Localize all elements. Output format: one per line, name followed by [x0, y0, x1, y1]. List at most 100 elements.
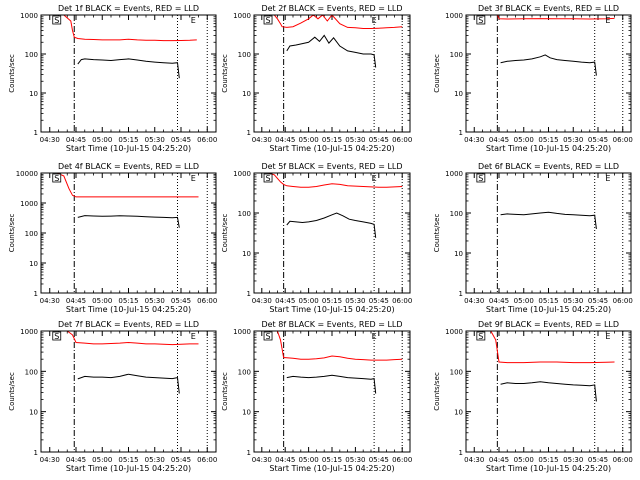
- x-tick-label: 05:00: [514, 136, 534, 144]
- detector-panel-1: Det 1f BLACK = Events, RED = LLD Counts/s…: [8, 4, 217, 153]
- series-group: [268, 331, 403, 394]
- x-tick-label: 04:45: [66, 456, 86, 464]
- y-tick-label: 10: [454, 250, 463, 258]
- series-group: [56, 15, 197, 79]
- y-tick-label: 1000: [20, 200, 38, 208]
- events-series-line: [286, 212, 377, 238]
- x-tick-label: 06:00: [197, 297, 217, 305]
- end-marker-label: E: [191, 174, 196, 183]
- x-axis-label: Start Time (10-Jul-15 04:25:20): [269, 305, 394, 314]
- x-tick-label: 05:45: [369, 456, 389, 464]
- x-tick-label: 05:00: [92, 456, 112, 464]
- y-tick-label: 1: [34, 449, 38, 457]
- x-tick-label: 05:45: [171, 456, 191, 464]
- y-tick-label: 1: [247, 290, 251, 298]
- plot-frame: [40, 330, 217, 453]
- lld-series-line: [268, 331, 403, 361]
- detector-panel-4: Det 4f BLACK = Events, RED = LLD Counts/s…: [8, 162, 217, 314]
- series-group: [267, 173, 403, 238]
- y-tick-label: 100: [450, 210, 463, 218]
- x-tick-label: 05:30: [563, 456, 583, 464]
- plot-frame: [253, 172, 411, 294]
- events-series-line: [500, 211, 597, 229]
- y-tick-label: 100: [25, 368, 38, 376]
- end-marker-label: E: [191, 16, 196, 25]
- detector-panel-8: Det 8f BLACK = Events, RED = LLD Counts/s…: [221, 320, 412, 473]
- y-tick-label: 10: [29, 90, 38, 98]
- plot-frame: [40, 172, 217, 294]
- start-marker-box: [476, 331, 486, 341]
- series-group: [480, 15, 615, 76]
- x-axis-label: Start Time (10-Jul-15 04:25:20): [66, 144, 191, 153]
- y-tick-label: 1: [34, 129, 38, 137]
- events-series-line: [286, 34, 377, 68]
- x-tick-label: 05:15: [322, 136, 342, 144]
- series-group: [268, 15, 403, 68]
- lld-series-line: [56, 331, 199, 346]
- y-tick-label: 100: [238, 368, 251, 376]
- detector-panel-5: Det 5f BLACK = Events, RED = LLD Counts/s…: [221, 162, 412, 314]
- x-tick-label: 04:45: [275, 456, 295, 464]
- x-tick-label: 05:30: [345, 136, 365, 144]
- y-tick-label: 1000: [445, 12, 463, 20]
- y-tick-label: 10: [29, 409, 38, 417]
- lld-series-line: [56, 173, 199, 198]
- events-series-line: [77, 373, 180, 394]
- plot-frame: [465, 330, 632, 453]
- x-tick-label: 05:45: [369, 297, 389, 305]
- start-marker-box: [263, 331, 273, 341]
- start-marker-box: [52, 15, 62, 25]
- end-marker-label: E: [605, 332, 610, 341]
- x-axis-label: Start Time (10-Jul-15 04:25:20): [486, 305, 611, 314]
- x-tick-label: 05:15: [538, 456, 558, 464]
- x-tick-label: 04:30: [464, 456, 484, 464]
- lld-series-line: [267, 173, 403, 188]
- events-series-line: [500, 54, 597, 76]
- start-marker-box: [263, 173, 273, 183]
- y-axis-label: Counts/sec: [433, 214, 441, 253]
- x-tick-label: 05:30: [145, 456, 165, 464]
- start-marker-label: S: [54, 332, 59, 341]
- x-tick-label: 04:45: [275, 136, 295, 144]
- x-tick-label: 05:00: [514, 456, 534, 464]
- y-tick-label: 100: [25, 230, 38, 238]
- plot-title: Det 1f BLACK = Events, RED = LLD: [58, 4, 199, 13]
- events-series-line: [500, 381, 597, 402]
- x-tick-label: 05:00: [299, 297, 319, 305]
- detector-panel-6: Det 6f BLACK = Events, RED = LLD Counts/s…: [433, 162, 633, 314]
- plot-title: Det 3f BLACK = Events, RED = LLD: [478, 4, 619, 13]
- start-marker-label: S: [266, 332, 271, 341]
- y-tick-label: 1000: [20, 12, 38, 20]
- x-axis-label: Start Time (10-Jul-15 04:25:20): [486, 464, 611, 473]
- y-tick-label: 10: [454, 409, 463, 417]
- x-tick-label: 05:15: [538, 297, 558, 305]
- y-axis-label: Counts/sec: [8, 54, 16, 93]
- x-tick-label: 05:30: [145, 297, 165, 305]
- y-axis-label: Counts/sec: [221, 372, 229, 411]
- x-tick-label: 05:00: [299, 456, 319, 464]
- x-tick-label: 04:45: [275, 297, 295, 305]
- x-tick-label: 05:30: [563, 136, 583, 144]
- x-axis-label: Start Time (10-Jul-15 04:25:20): [66, 305, 191, 314]
- start-marker-label: S: [266, 16, 271, 25]
- x-tick-label: 06:00: [197, 456, 217, 464]
- plot-title: Det 5f BLACK = Events, RED = LLD: [261, 162, 402, 171]
- x-tick-label: 04:30: [40, 136, 60, 144]
- end-marker-label: E: [605, 174, 610, 183]
- x-tick-label: 04:45: [66, 297, 86, 305]
- y-tick-label: 100: [25, 51, 38, 59]
- x-tick-label: 05:30: [563, 297, 583, 305]
- series-group: [56, 173, 199, 228]
- x-tick-label: 04:30: [252, 136, 272, 144]
- x-tick-label: 05:15: [118, 136, 138, 144]
- y-tick-label: 1000: [445, 170, 463, 178]
- end-marker-label: E: [191, 332, 196, 341]
- y-tick-label: 100: [238, 210, 251, 218]
- y-axis-label: Counts/sec: [8, 214, 16, 253]
- detector-panel-7: Det 7f BLACK = Events, RED = LLD Counts/s…: [8, 320, 217, 473]
- x-axis-label: Start Time (10-Jul-15 04:25:20): [269, 464, 394, 473]
- plot-title: Det 6f BLACK = Events, RED = LLD: [478, 162, 619, 171]
- plot-frame: [40, 14, 217, 133]
- plot-title: Det 8f BLACK = Events, RED = LLD: [261, 320, 402, 329]
- start-marker-box: [476, 15, 486, 25]
